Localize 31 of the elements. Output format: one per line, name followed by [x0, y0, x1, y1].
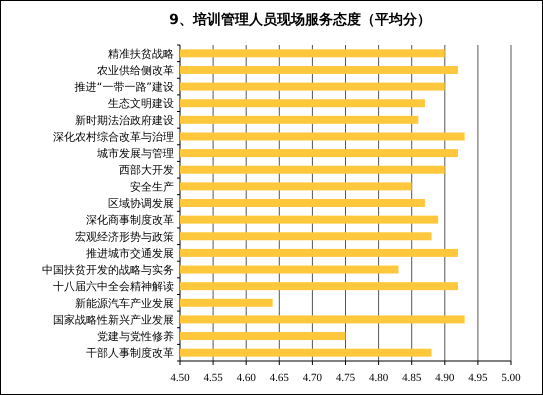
- y-tick-label: 中国扶贫开发的战略与实务: [42, 264, 174, 277]
- x-tick-label: 5.00: [501, 372, 522, 384]
- y-tick-label: 安全生产: [130, 180, 174, 194]
- chart-title: 9、培训管理人员现场服务态度（平均分）: [169, 11, 431, 28]
- x-tick-label: 4.60: [236, 372, 256, 384]
- y-tick-label: 区域协调发展: [108, 197, 174, 210]
- x-tick-label: 4.95: [468, 372, 488, 384]
- x-tick-label: 4.65: [270, 372, 290, 384]
- x-tick-label: 4.55: [203, 372, 224, 384]
- x-tick-label: 4.70: [302, 372, 323, 384]
- y-tick-label: 推进城市交通发展: [86, 246, 174, 260]
- x-tick-label: 4.90: [435, 372, 455, 384]
- y-tick-label: 干部人事制度改革: [86, 346, 174, 360]
- y-tick-label: 深化农村综合改革与治理: [53, 130, 174, 144]
- y-tick-label: 精准扶贫战略: [108, 47, 174, 60]
- y-tick-label: 城市发展与管理: [96, 147, 174, 160]
- y-tick-label: 新能源汽车产业发展: [75, 296, 174, 310]
- y-tick-label: 党建与党性修养: [97, 330, 174, 344]
- y-tick-label: 西部大开发: [119, 164, 174, 177]
- x-tick-label: 4.50: [170, 372, 190, 384]
- x-tick-label: 4.75: [336, 372, 356, 384]
- y-tick-label: 十八届六中全会精神解读: [53, 280, 174, 294]
- x-tick-label: 4.80: [368, 372, 389, 384]
- y-tick-label: 深化商事制度改革: [86, 214, 174, 227]
- y-tick-label: 生态文明建设: [108, 97, 174, 110]
- y-tick-label: 新时期法治政府建设: [75, 114, 174, 127]
- y-tick-label: 国家战略性新兴产业发展: [53, 313, 174, 326]
- y-tick-label: 宏观经济形势与政策: [75, 230, 174, 244]
- y-tick-label: 农业供给侧改革: [97, 64, 174, 77]
- y-tick-label: 推进“一带一路”建设: [74, 80, 174, 94]
- x-tick-label: 4.85: [402, 372, 422, 384]
